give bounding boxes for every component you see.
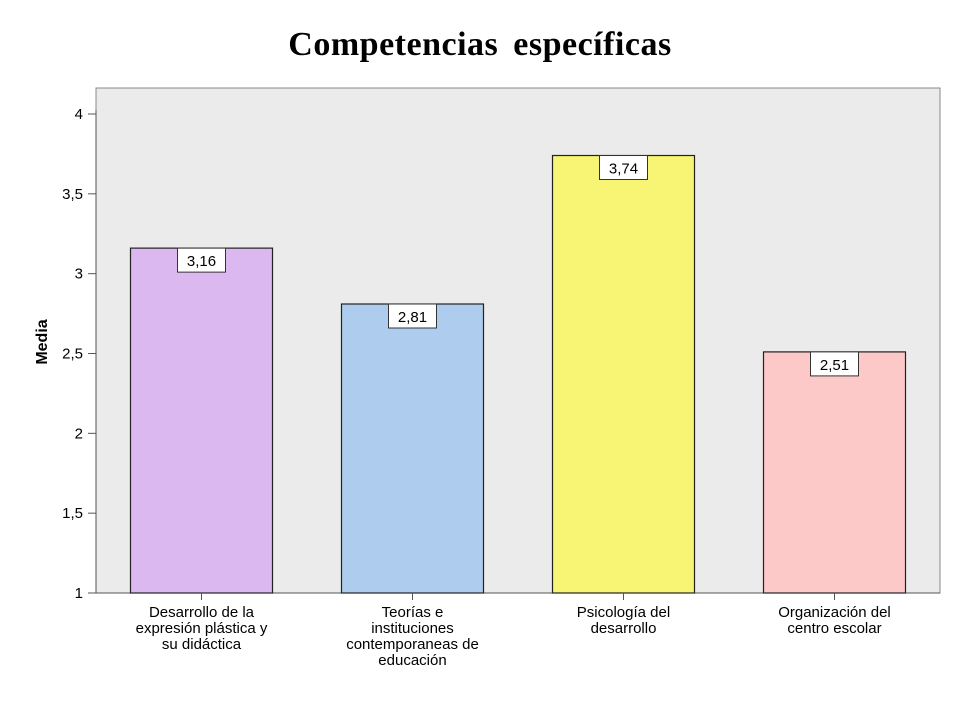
category-label: Psicología del desarrollo (577, 604, 670, 637)
category-label-line: contemporaneas de (346, 636, 479, 653)
category-label-line: Psicología del (577, 604, 670, 621)
data-label-box (388, 303, 437, 329)
y-tick-label: 2 (75, 425, 83, 442)
bar (762, 351, 907, 594)
chart-title: Competencias específicas (288, 26, 672, 63)
category-label: Desarrollo de la expresión plástica y su d… (136, 604, 268, 653)
data-label: 2,81 (398, 309, 427, 326)
y-tick-label: 4 (75, 106, 83, 123)
category-label-line: Organización del (778, 604, 891, 621)
data-label: 3,74 (609, 161, 638, 178)
category-label-line: su didáctica (162, 636, 242, 653)
y-tick-label: 2,5 (62, 346, 83, 363)
category-label: Teorías e instituciones contemporaneas de e… (346, 604, 479, 669)
category-label-line: Teorías e (382, 604, 444, 621)
y-tick-label: 3 (75, 266, 83, 283)
category-label: Organización del centro escolar (778, 604, 891, 637)
data-label: 3,16 (187, 253, 216, 270)
category-label-line: educación (378, 652, 446, 669)
bar (129, 247, 274, 594)
y-tick-label: 1 (75, 585, 83, 602)
bar (340, 303, 485, 594)
category-label-line: expresión plástica y (136, 620, 268, 637)
category-label-line: instituciones (371, 620, 454, 637)
data-label-box (810, 351, 859, 377)
data-label: 2,51 (820, 357, 849, 374)
y-tick-label: 3,5 (62, 186, 83, 203)
category-label-line: centro escolar (787, 620, 881, 637)
data-label-box (599, 155, 648, 181)
data-label-box (177, 247, 226, 273)
bar (551, 154, 696, 594)
y-tick-label: 1,5 (62, 505, 83, 522)
y-axis-label: Media (34, 319, 51, 364)
category-label-line: desarrollo (591, 620, 657, 637)
category-label-line: Desarrollo de la (149, 604, 255, 621)
